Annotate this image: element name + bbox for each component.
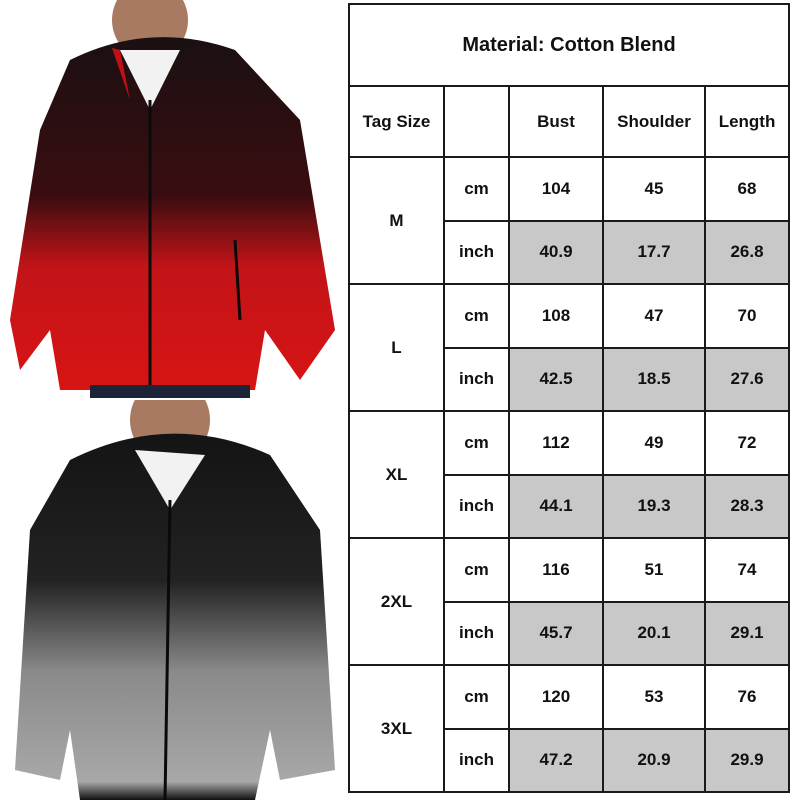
- bust-cell: 104: [508, 156, 604, 222]
- product-photo-red-hoodie: [0, 0, 345, 398]
- unit-cell: inch: [443, 219, 510, 285]
- length-cell: 74: [703, 537, 791, 603]
- header-unit: [443, 85, 510, 158]
- shoulder-cell: 51: [602, 537, 706, 603]
- tag-size-cell: XL: [348, 410, 445, 539]
- bust-cell: 108: [508, 283, 604, 349]
- bust-cell: 116: [508, 537, 604, 603]
- length-cell: 28.3: [703, 473, 791, 539]
- bust-cell: 40.9: [508, 219, 604, 285]
- size-row: inch 44.1 19.3 28.3: [349, 473, 791, 539]
- shoulder-cell: 19.3: [602, 473, 706, 539]
- size-row: inch 40.9 17.7 26.8: [349, 219, 791, 285]
- length-cell: 72: [703, 410, 791, 476]
- size-row: XL cm 112 49 72: [348, 410, 791, 539]
- bust-cell: 42.5: [508, 346, 604, 412]
- bust-cell: 112: [508, 410, 604, 476]
- size-row: inch 42.5 18.5 27.6: [349, 346, 791, 412]
- unit-cell: cm: [443, 410, 510, 476]
- size-row: 2XL cm 116 51 74: [348, 537, 791, 666]
- length-cell: 26.8: [703, 219, 791, 285]
- material-title: Material: Cotton Blend: [347, 3, 791, 87]
- tag-size-cell: L: [348, 283, 445, 412]
- title-row: Material: Cotton Blend: [347, 3, 791, 87]
- red-hoodie-illustration: [0, 0, 345, 398]
- length-cell: 68: [703, 156, 791, 222]
- shoulder-cell: 17.7: [602, 219, 706, 285]
- header-row: Tag Size Bust Shoulder Length: [348, 85, 791, 158]
- tag-size-cell: M: [348, 156, 445, 285]
- tag-size-cell: 3XL: [348, 664, 445, 793]
- bust-cell: 120: [508, 664, 604, 730]
- unit-cell: cm: [443, 664, 510, 730]
- bust-cell: 47.2: [508, 727, 604, 793]
- shoulder-cell: 20.9: [602, 727, 706, 793]
- size-row: inch 45.7 20.1 29.1: [349, 600, 791, 666]
- unit-cell: inch: [443, 473, 510, 539]
- tag-size-cell: 2XL: [348, 537, 445, 666]
- size-row: inch 47.2 20.9 29.9: [349, 727, 791, 793]
- header-shoulder: Shoulder: [602, 85, 706, 158]
- length-cell: 70: [703, 283, 791, 349]
- grey-hoodie-illustration: [0, 400, 345, 800]
- unit-cell: cm: [443, 156, 510, 222]
- unit-cell: inch: [443, 727, 510, 793]
- length-cell: 27.6: [703, 346, 791, 412]
- length-cell: 76: [703, 664, 791, 730]
- shoulder-cell: 53: [602, 664, 706, 730]
- bust-cell: 45.7: [508, 600, 604, 666]
- unit-cell: inch: [443, 346, 510, 412]
- size-row: 3XL cm 120 53 76: [348, 664, 791, 793]
- unit-cell: cm: [443, 537, 510, 603]
- header-bust: Bust: [508, 85, 604, 158]
- bust-cell: 44.1: [508, 473, 604, 539]
- shoulder-cell: 47: [602, 283, 706, 349]
- shoulder-cell: 18.5: [602, 346, 706, 412]
- length-cell: 29.1: [703, 600, 791, 666]
- header-length: Length: [703, 85, 791, 158]
- product-photo-grey-hoodie: [0, 400, 345, 800]
- unit-cell: inch: [443, 600, 510, 666]
- length-cell: 29.9: [703, 727, 791, 793]
- unit-cell: cm: [443, 283, 510, 349]
- shoulder-cell: 45: [602, 156, 706, 222]
- shoulder-cell: 20.1: [602, 600, 706, 666]
- shoulder-cell: 49: [602, 410, 706, 476]
- size-chart-table: Material: Cotton Blend Tag Size Bust Sho…: [347, 3, 791, 793]
- header-tag-size: Tag Size: [348, 85, 445, 158]
